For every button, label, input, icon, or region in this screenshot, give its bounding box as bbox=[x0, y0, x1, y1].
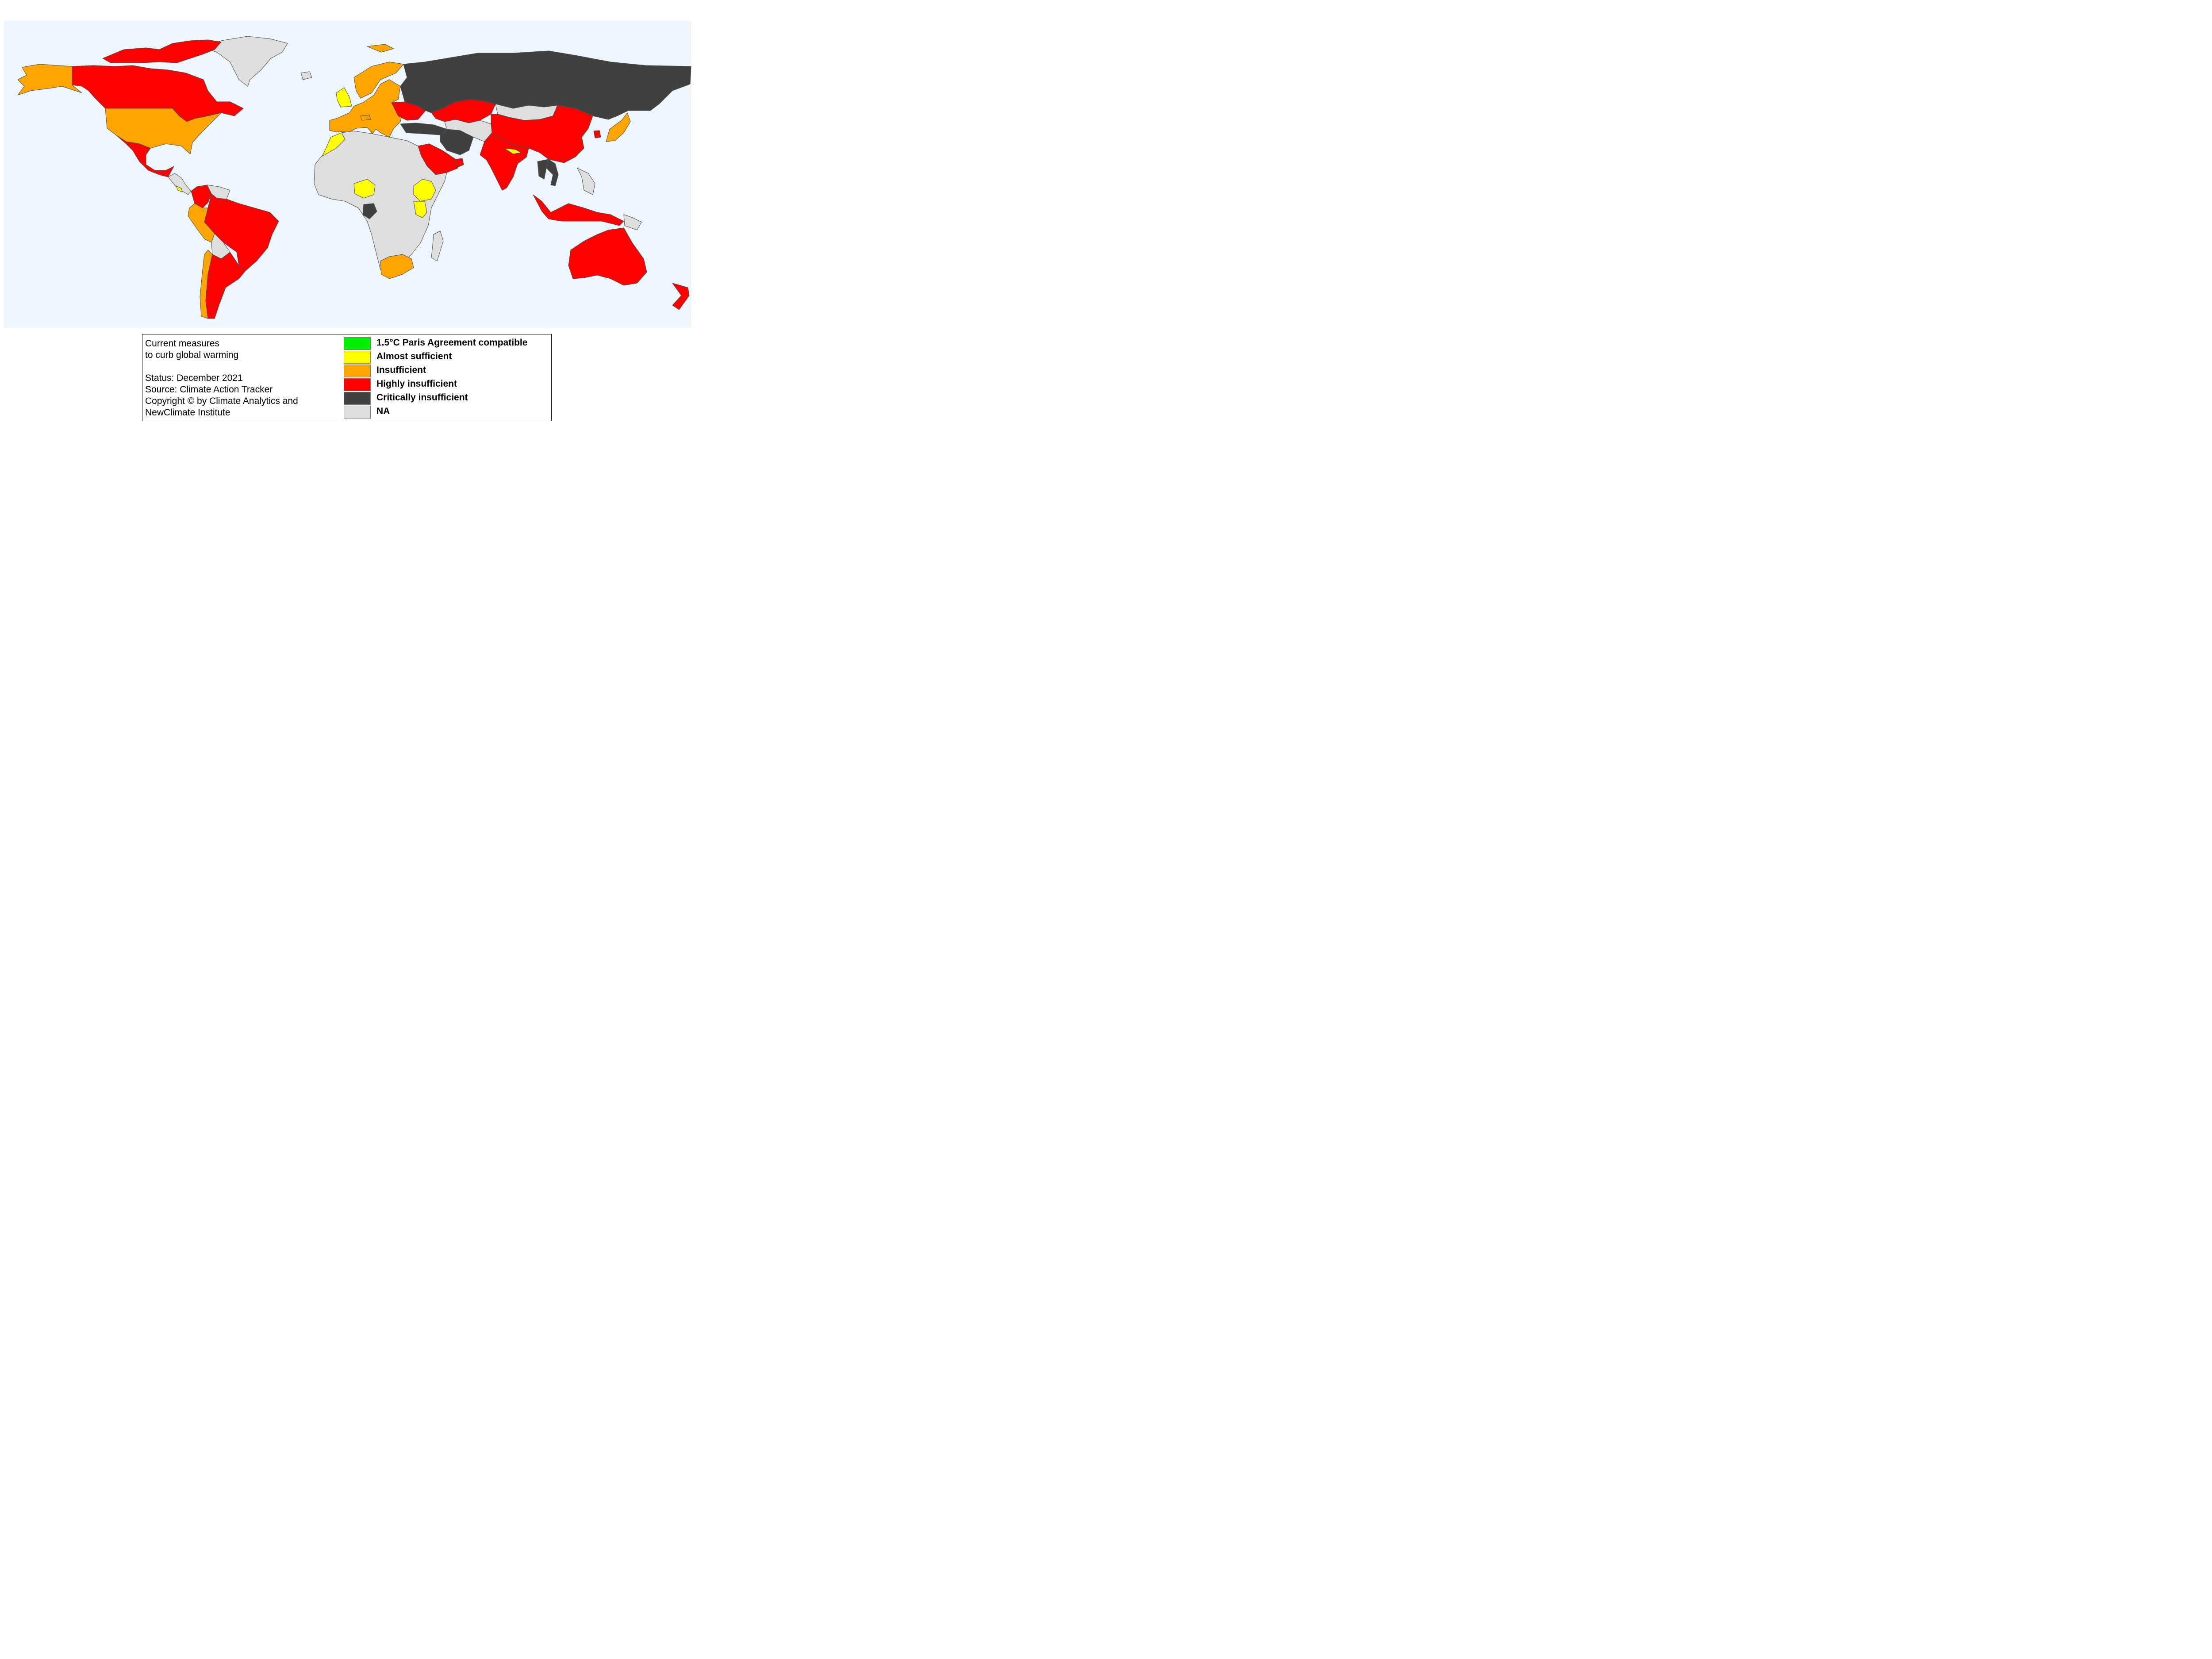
region-indonesia bbox=[533, 194, 624, 226]
legend-copyright-line-2: NewClimate Institute bbox=[145, 407, 230, 418]
legend-source: Source: Climate Action Tracker bbox=[145, 384, 273, 395]
legend-swatch bbox=[344, 392, 371, 405]
world-map bbox=[0, 0, 693, 332]
region-iceland bbox=[300, 71, 312, 80]
region-united-kingdom bbox=[336, 87, 352, 108]
region-canada bbox=[72, 65, 244, 122]
legend-status: Status: December 2021 bbox=[145, 373, 243, 383]
region-philippines bbox=[577, 168, 595, 195]
region-south-korea bbox=[593, 130, 601, 138]
region-nigeria bbox=[353, 179, 376, 199]
region-vietnam bbox=[546, 159, 559, 186]
region-australia bbox=[568, 227, 647, 286]
region-canadian-arctic-islands bbox=[102, 39, 222, 63]
region-greenland bbox=[204, 36, 288, 87]
region-india bbox=[480, 132, 529, 191]
legend-swatch bbox=[344, 337, 371, 350]
legend-title-line-2: to curb global warming bbox=[145, 350, 239, 360]
region-gabon bbox=[362, 203, 377, 219]
region-norway bbox=[353, 61, 404, 99]
region-svalbard bbox=[367, 44, 394, 53]
region-new-zealand bbox=[672, 283, 690, 310]
region-argentina bbox=[205, 252, 246, 319]
region-thailand bbox=[537, 159, 549, 180]
legend-label: Insufficient bbox=[376, 365, 426, 375]
legend-label: Highly insufficient bbox=[376, 379, 457, 389]
legend-copyright-line-1: Copyright © by Climate Analytics and bbox=[145, 396, 298, 406]
region-nepal bbox=[504, 148, 522, 154]
region-papua-new-guinea bbox=[623, 214, 642, 230]
legend-label: Critically insufficient bbox=[376, 392, 468, 403]
legend-swatch bbox=[344, 365, 371, 377]
legend-label: Almost sufficient bbox=[376, 351, 452, 361]
region-japan bbox=[606, 112, 631, 142]
legend-label: NA bbox=[376, 406, 390, 416]
legend-swatch bbox=[344, 406, 371, 419]
region-uae bbox=[455, 158, 464, 168]
region-costa-rica bbox=[176, 185, 183, 192]
region-switzerland bbox=[360, 115, 371, 121]
region-kenya bbox=[413, 201, 427, 218]
legend-title-line-1: Current measures bbox=[145, 338, 220, 349]
region-central-america bbox=[168, 173, 192, 195]
region-madagascar bbox=[431, 230, 444, 261]
region-alaska bbox=[17, 64, 82, 96]
legend-description: Current measures to curb global warming … bbox=[145, 338, 298, 419]
region-mexico bbox=[115, 134, 174, 177]
legend-swatch bbox=[344, 378, 371, 391]
legend-label: 1.5°C Paris Agreement compatible bbox=[376, 338, 528, 348]
legend-swatch bbox=[344, 351, 371, 364]
legend: Current measures to curb global warming … bbox=[142, 334, 552, 421]
region-south-africa bbox=[380, 254, 414, 279]
region-ethiopia bbox=[413, 179, 436, 202]
